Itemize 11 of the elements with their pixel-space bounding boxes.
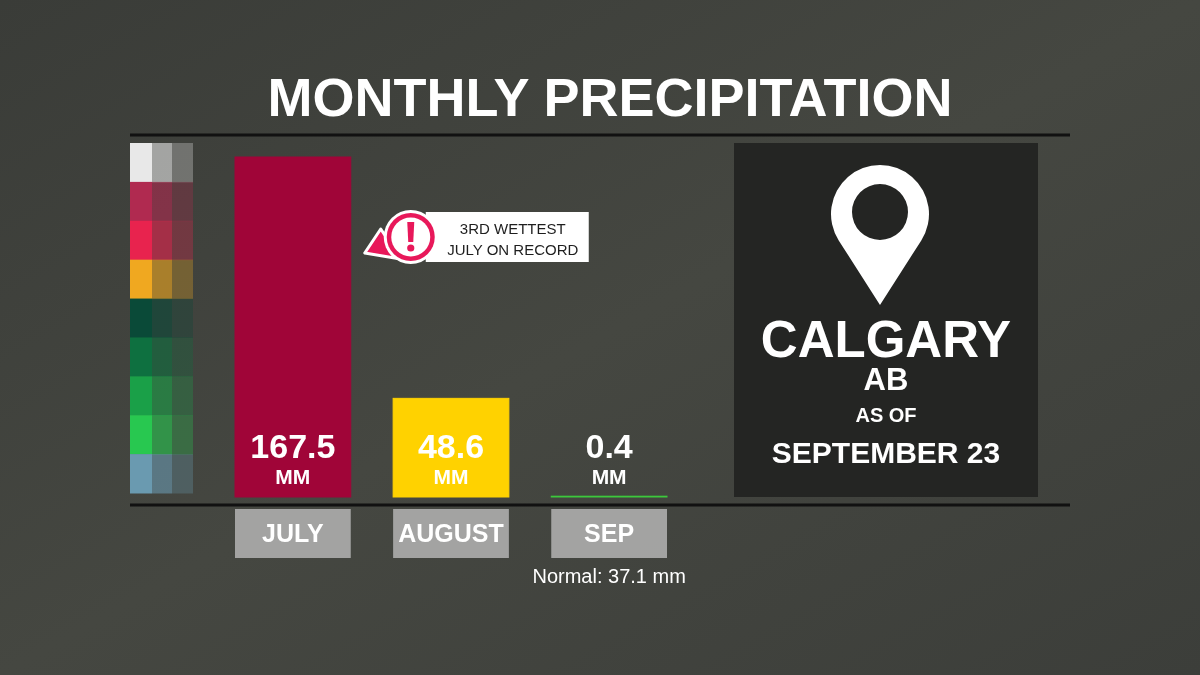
data-label: 167.5 MM xyxy=(250,427,336,488)
text: Normal: 37.1 mm xyxy=(532,565,686,587)
annotation: 3RD WETTEST JULY ON RECORD xyxy=(447,220,579,258)
x-tick-label: JULY xyxy=(262,519,324,547)
x-tick-label: AUGUST xyxy=(398,519,504,547)
chart-title: MONTHLY PRECIPITATION xyxy=(267,67,953,127)
x-tick-label: SEP xyxy=(584,519,635,547)
text: SEPTEMBER 23 xyxy=(771,436,1001,469)
data-label: 0.4 MM xyxy=(585,427,633,488)
data-label: 48.6 MM xyxy=(417,427,485,488)
text: AS OF xyxy=(855,404,917,426)
